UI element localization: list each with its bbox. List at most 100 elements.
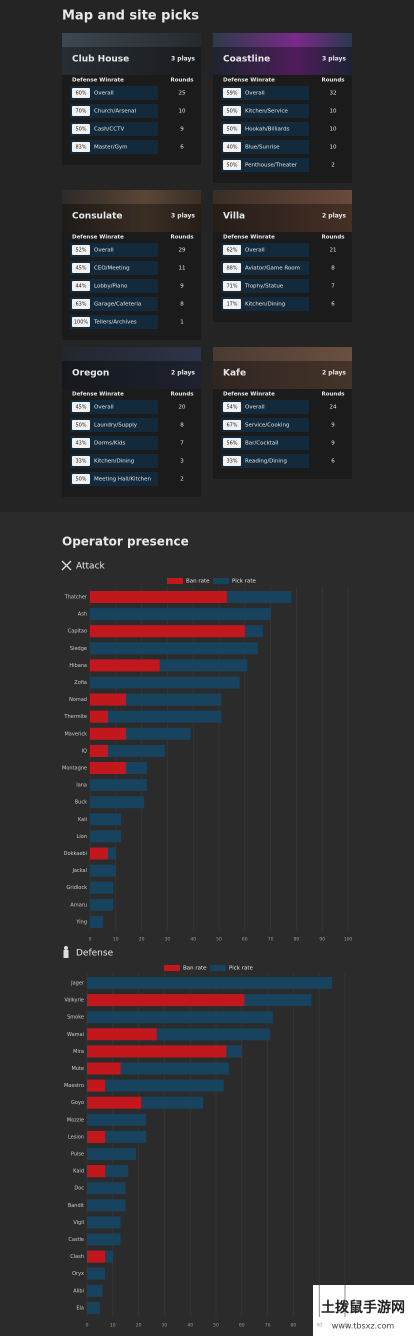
map-plays: 2 plays — [171, 370, 195, 377]
legend-label: Pick rate — [229, 966, 253, 972]
bar — [90, 898, 114, 911]
x-tick-label: 20 — [136, 1322, 142, 1328]
column-header: Defense Winrate — [223, 235, 275, 241]
winrate: 100% — [74, 320, 89, 326]
winrate-badge — [223, 438, 241, 448]
map-name: Oregon — [72, 369, 109, 379]
x-tick-label: 30 — [162, 1322, 168, 1328]
rounds: 1 — [180, 320, 184, 326]
site-row-bg — [221, 297, 309, 311]
winrate-badge — [223, 420, 241, 430]
map-name: Club House — [72, 55, 129, 65]
site-row-bg — [221, 243, 309, 257]
winrate: 45% — [75, 405, 86, 411]
rounds: 2 — [331, 163, 335, 169]
map-plays: 3 plays — [171, 56, 195, 63]
site-row-bg — [70, 454, 158, 468]
rounds: 6 — [331, 302, 335, 308]
winrate: 50% — [75, 477, 86, 483]
y-tick-label: Kali — [78, 817, 87, 823]
x-tick-label: 60 — [239, 1322, 245, 1328]
winrate: 52% — [75, 248, 86, 254]
bar — [90, 864, 116, 877]
bar — [87, 1028, 157, 1041]
rounds: 7 — [331, 284, 335, 290]
site-row-bg — [70, 472, 158, 486]
site-name: Blue/Sunrise — [245, 145, 280, 151]
bar — [90, 727, 127, 740]
winrate-badge — [72, 299, 90, 309]
rounds: 8 — [331, 266, 335, 272]
map-image — [213, 33, 352, 75]
map-image — [62, 33, 201, 75]
bar — [87, 1199, 126, 1212]
bar — [90, 830, 121, 843]
map-name: Villa — [223, 212, 245, 222]
bar — [90, 591, 227, 603]
x-tick-label: 30 — [165, 936, 171, 942]
legend-swatch — [167, 578, 183, 584]
defense-icon — [63, 946, 69, 958]
site-row-bg — [221, 140, 309, 154]
site-name: Garage/Cafeteria — [94, 302, 141, 308]
chart-title: Defense — [76, 949, 114, 959]
winrate-badge — [72, 438, 90, 448]
site-name: Aviator/Game Room — [245, 266, 300, 272]
y-tick-label: Buck — [75, 800, 87, 806]
site-row-bg — [70, 400, 158, 414]
x-tick-label: 40 — [190, 936, 196, 942]
rounds: 10 — [330, 145, 337, 151]
bar — [87, 1062, 121, 1075]
site-row-bg — [70, 297, 158, 311]
winrate-badge — [72, 88, 90, 98]
site-name: Church/Arsenal — [94, 109, 136, 115]
site-row-bg — [221, 279, 309, 293]
bar — [90, 659, 160, 672]
site-name: Meeting Hall/Kitchen — [94, 477, 152, 483]
map-plays: 2 plays — [322, 213, 346, 220]
winrate: 56% — [226, 441, 237, 447]
column-header: Defense Winrate — [223, 78, 275, 84]
bar — [90, 710, 109, 723]
site-name: Cash/CCTV — [94, 127, 124, 133]
winrate-badge — [223, 142, 241, 152]
legend-label: Ban rate — [183, 966, 207, 972]
winrate: 88% — [226, 266, 237, 272]
site-name: CEO/Meeting — [94, 266, 130, 272]
watermark-box — [313, 1285, 414, 1336]
winrate: 50% — [226, 109, 237, 115]
x-tick-label: 60 — [242, 936, 248, 942]
winrate-badge — [72, 317, 90, 327]
site-row-bg — [221, 158, 309, 172]
x-tick-label: 0 — [86, 1322, 89, 1328]
bar — [90, 642, 258, 655]
map-image-shade — [213, 204, 352, 232]
winrate-badge — [223, 402, 241, 412]
map-plays: 3 plays — [322, 56, 346, 63]
rounds: 6 — [180, 145, 184, 151]
x-tick-label: 20 — [139, 936, 145, 942]
bar — [90, 881, 114, 894]
column-header: Rounds — [321, 235, 345, 241]
column-header: Rounds — [321, 78, 345, 84]
bar — [87, 1113, 147, 1126]
site-row-bg — [221, 400, 309, 414]
winrate: 67% — [226, 423, 237, 429]
y-tick-label: Amaru — [70, 902, 87, 908]
bar — [90, 847, 109, 860]
site-row-bg — [221, 454, 309, 468]
winrate-badge — [223, 245, 241, 255]
rounds: 32 — [330, 91, 337, 97]
site-row-bg — [70, 104, 158, 118]
y-tick-label: Jager — [70, 981, 85, 987]
winrate-badge — [72, 245, 90, 255]
y-tick-label: Valkyrie — [64, 998, 84, 1004]
rounds: 9 — [331, 441, 335, 447]
winrate-badge — [223, 124, 241, 134]
rounds: 20 — [179, 405, 186, 411]
legend-swatch — [210, 965, 226, 971]
winrate: 33% — [226, 459, 237, 465]
section-title: Operator presence — [62, 535, 189, 549]
y-tick-label: Nomad — [69, 697, 87, 703]
site-name: Kitchen/Service — [245, 109, 288, 115]
